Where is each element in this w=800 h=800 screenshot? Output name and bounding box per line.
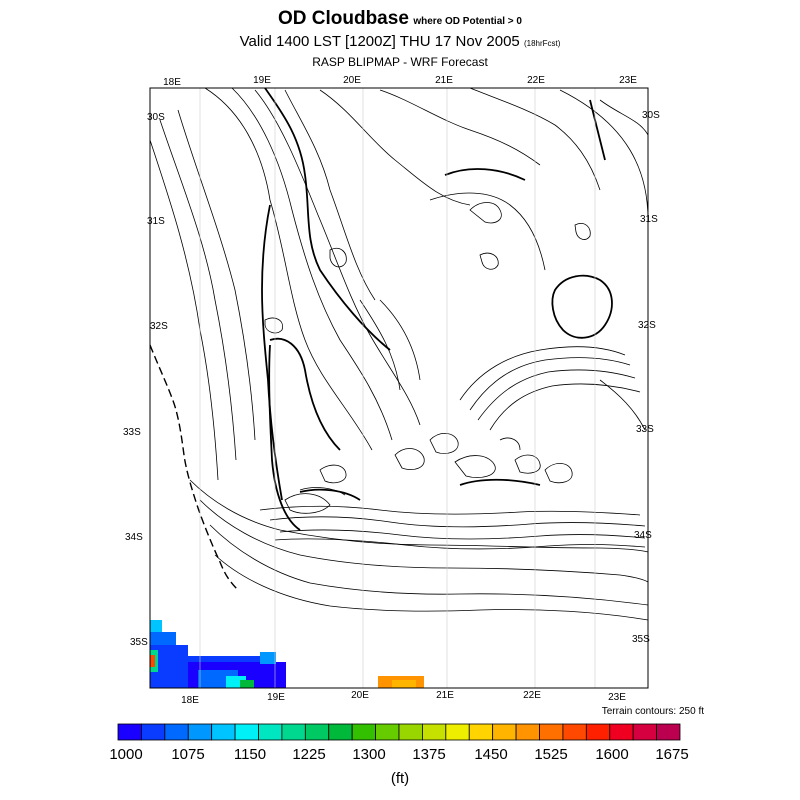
lat-label-left: 34S xyxy=(125,532,143,543)
lat-label-right: 32S xyxy=(638,320,656,331)
colorbar-swatch xyxy=(515,723,540,741)
colorbar-swatch xyxy=(304,723,330,741)
colorbar-swatch xyxy=(164,723,189,741)
colorbar-swatch xyxy=(468,723,494,741)
colorbar-swatch xyxy=(492,723,517,741)
colorbar-tick-label: 1375 xyxy=(412,746,445,763)
lat-label-right: 35S xyxy=(632,634,650,645)
colorbar-tick-label: 1675 xyxy=(655,746,688,763)
terrain-contours-major xyxy=(261,87,606,531)
valid-time-text: Valid 1400 LST [1200Z] THU 17 Nov 2005 xyxy=(239,33,520,50)
lon-label-bottom: 21E xyxy=(436,690,454,701)
lon-label-top: 22E xyxy=(527,75,545,86)
terrain-contours xyxy=(149,87,649,621)
colorbar-swatch xyxy=(398,723,423,741)
colorbar-swatch xyxy=(117,723,142,741)
map-title: OD Cloudbase where OD Potential > 0 xyxy=(0,8,800,30)
colorbar-tick-label: 1300 xyxy=(352,746,385,763)
lon-label-top: 23E xyxy=(619,75,637,86)
valid-time: Valid 1400 LST [1200Z] THU 17 Nov 2005 (… xyxy=(0,33,800,50)
lon-label-top: 18E xyxy=(163,77,181,88)
colorbar-swatch xyxy=(609,723,634,741)
lat-label-right: 31S xyxy=(640,214,658,225)
lat-label-right: 30S xyxy=(642,110,660,121)
lat-label-left: 30S xyxy=(147,112,165,123)
colorbar-swatch xyxy=(562,723,587,741)
colorbar-tick-label: 1225 xyxy=(292,746,325,763)
lat-label-left: 31S xyxy=(147,216,165,227)
lon-label-bottom: 18E xyxy=(181,695,199,706)
colorbar-swatch xyxy=(656,723,681,741)
colorbar-tick-label: 1525 xyxy=(534,746,567,763)
lon-label-bottom: 20E xyxy=(351,690,369,701)
plot-frame xyxy=(149,87,649,689)
title-qualifier: where OD Potential > 0 xyxy=(413,16,522,27)
coastline xyxy=(149,344,239,591)
colorbar-swatch xyxy=(632,723,657,741)
colorbar-swatch xyxy=(328,723,353,741)
colorbar-swatch xyxy=(234,723,259,741)
colorbar-tick-label: 1450 xyxy=(474,746,507,763)
lat-label-left: 32S xyxy=(150,321,168,332)
colorbar-swatch xyxy=(211,723,236,741)
colorbar-tick-label: 1600 xyxy=(595,746,628,763)
title-main: OD Cloudbase xyxy=(277,8,409,29)
lon-label-top: 21E xyxy=(435,75,453,86)
colorbar xyxy=(117,723,681,741)
colorbar-swatch xyxy=(445,723,470,741)
colorbar-swatch xyxy=(539,723,564,741)
colorbar-tick-label: 1075 xyxy=(171,746,204,763)
lat-label-left: 35S xyxy=(130,637,148,648)
terrain-note: Terrain contours: 250 ft xyxy=(601,706,704,717)
lon-label-bottom: 19E xyxy=(267,692,285,703)
forecast-hours: (18hrFcst) xyxy=(523,39,561,48)
colorbar-units: (ft) xyxy=(390,770,410,787)
lon-label-bottom: 22E xyxy=(523,690,541,701)
colorbar-swatch xyxy=(281,723,306,741)
lat-label-right: 33S xyxy=(636,424,654,435)
colorbar-tick-label: 1000 xyxy=(109,746,142,763)
graticule xyxy=(199,88,596,688)
colorbar-swatch xyxy=(585,723,611,741)
cloudbase-shading xyxy=(150,620,424,688)
lat-label-left: 33S xyxy=(123,427,141,438)
lon-label-top: 19E xyxy=(253,75,271,86)
lat-label-right: 34S xyxy=(634,530,652,541)
colorbar-swatch xyxy=(141,723,166,741)
colorbar-swatch xyxy=(187,723,213,741)
colorbar-swatch xyxy=(351,723,376,741)
colorbar-swatch xyxy=(422,723,447,741)
lon-label-top: 20E xyxy=(343,75,361,86)
colorbar-swatch xyxy=(375,723,400,741)
lon-label-bottom: 23E xyxy=(608,692,626,703)
colorbar-tick-label: 1150 xyxy=(234,746,266,763)
source-line: RASP BLIPMAP - WRF Forecast xyxy=(312,55,488,69)
colorbar-swatch xyxy=(258,723,283,741)
